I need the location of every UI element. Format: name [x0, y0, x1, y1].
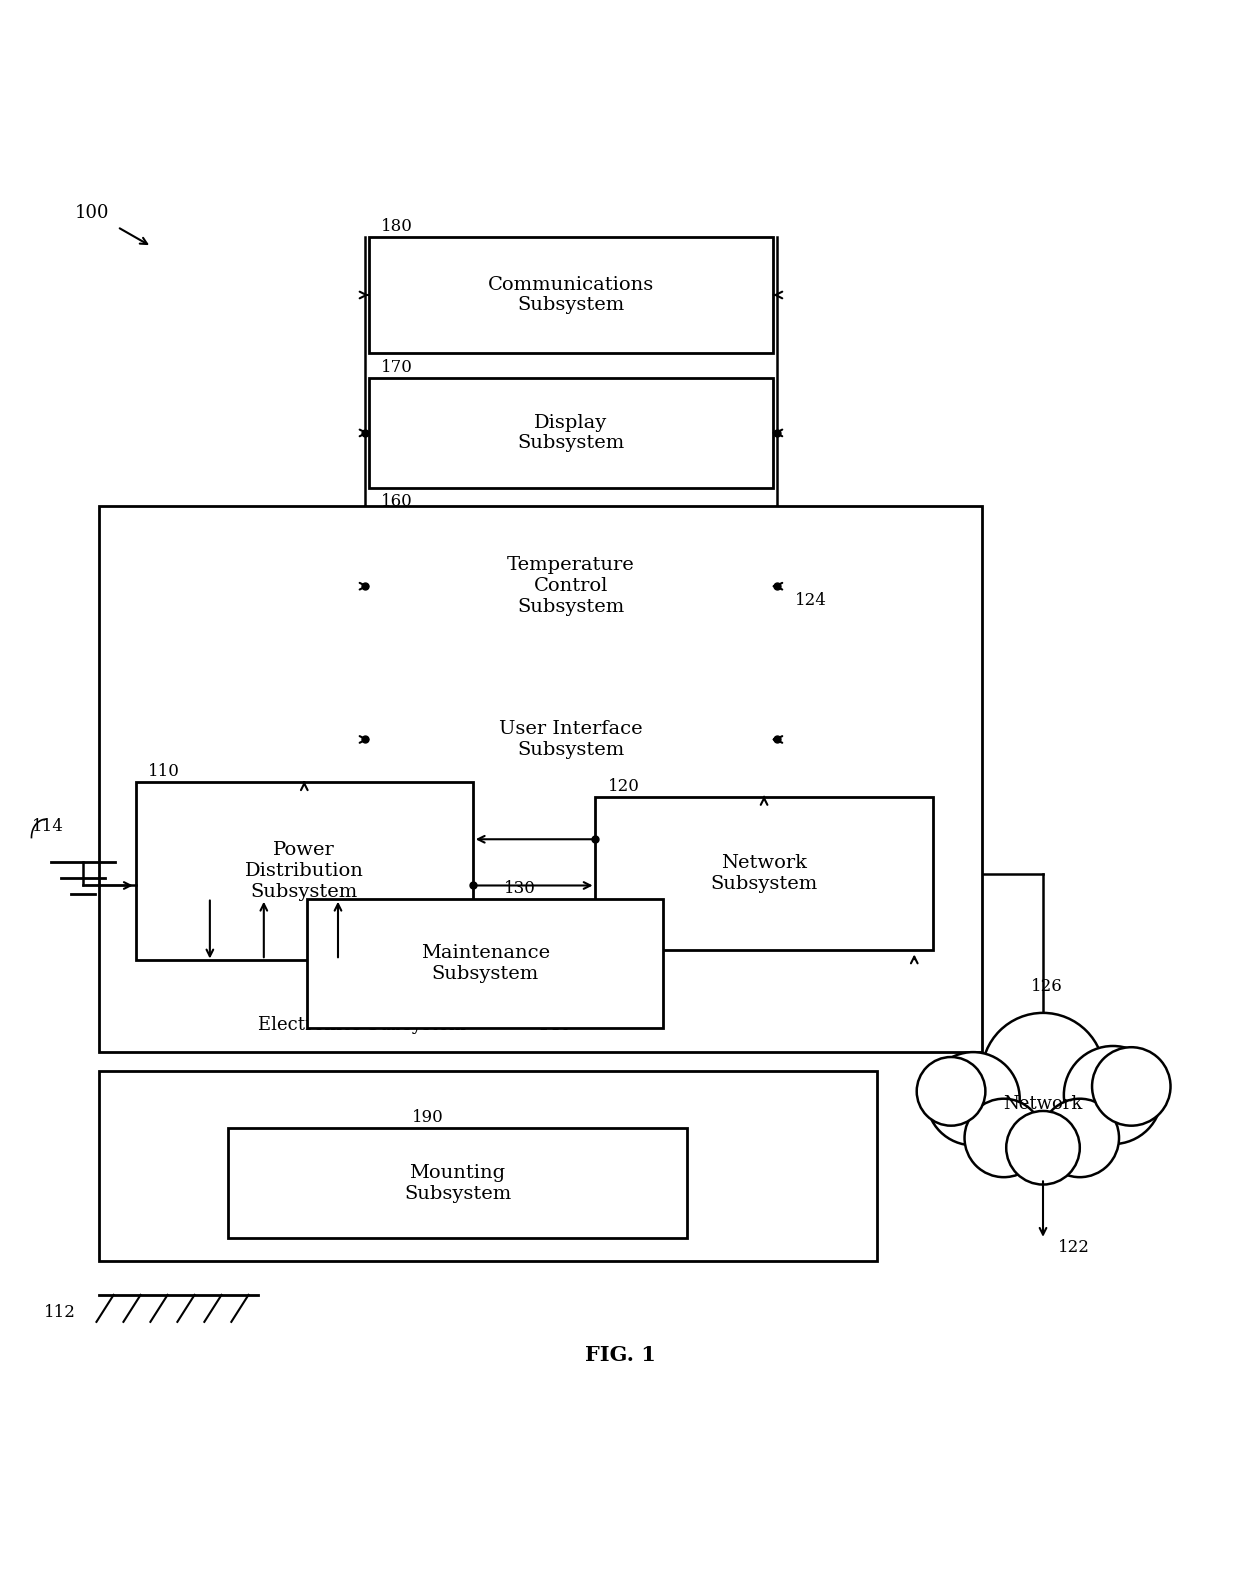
Text: Power
Distribution
Subsystem: Power Distribution Subsystem	[244, 842, 363, 900]
Text: 112: 112	[43, 1304, 76, 1322]
Text: 130: 130	[503, 880, 536, 897]
Text: 190: 190	[412, 1109, 444, 1126]
Text: Communications
Subsystem: Communications Subsystem	[487, 276, 653, 314]
Text: Network
Subsystem: Network Subsystem	[711, 855, 817, 893]
Circle shape	[1040, 1099, 1118, 1176]
Circle shape	[982, 1012, 1105, 1135]
Text: 140: 140	[538, 1016, 572, 1035]
Text: Maintenance
Subsystem: Maintenance Subsystem	[420, 943, 549, 982]
Text: 170: 170	[381, 358, 413, 375]
Text: Temperature
Control
Subsystem: Temperature Control Subsystem	[507, 557, 635, 617]
FancyBboxPatch shape	[368, 378, 774, 489]
Text: 110: 110	[148, 763, 180, 781]
Text: 160: 160	[381, 494, 413, 511]
FancyBboxPatch shape	[368, 237, 774, 353]
FancyBboxPatch shape	[368, 513, 774, 659]
FancyBboxPatch shape	[99, 506, 982, 1052]
FancyBboxPatch shape	[99, 1071, 878, 1260]
Text: 122: 122	[1058, 1240, 1090, 1255]
Text: Mounting
Subsystem: Mounting Subsystem	[404, 1164, 511, 1203]
Text: Electronics Subsystem: Electronics Subsystem	[258, 1016, 466, 1035]
Text: 114: 114	[31, 818, 63, 836]
Text: 126: 126	[1030, 978, 1063, 995]
Text: 120: 120	[608, 777, 640, 795]
Text: FIG. 1: FIG. 1	[584, 1345, 656, 1366]
Text: User Interface
Subsystem: User Interface Subsystem	[500, 721, 642, 759]
Text: 150: 150	[381, 665, 413, 683]
Circle shape	[1006, 1110, 1080, 1184]
FancyBboxPatch shape	[368, 684, 774, 795]
FancyBboxPatch shape	[228, 1128, 687, 1238]
Text: 180: 180	[381, 218, 413, 235]
Circle shape	[1092, 1047, 1171, 1126]
Circle shape	[926, 1052, 1019, 1145]
Text: 124: 124	[795, 591, 827, 609]
FancyBboxPatch shape	[308, 899, 663, 1028]
Circle shape	[916, 1057, 986, 1126]
Circle shape	[965, 1099, 1043, 1176]
FancyBboxPatch shape	[135, 782, 472, 960]
Text: Display
Subsystem: Display Subsystem	[517, 413, 625, 453]
Circle shape	[1064, 1046, 1162, 1143]
FancyBboxPatch shape	[595, 796, 932, 951]
Text: 100: 100	[74, 205, 109, 222]
Text: Network: Network	[1003, 1094, 1083, 1113]
